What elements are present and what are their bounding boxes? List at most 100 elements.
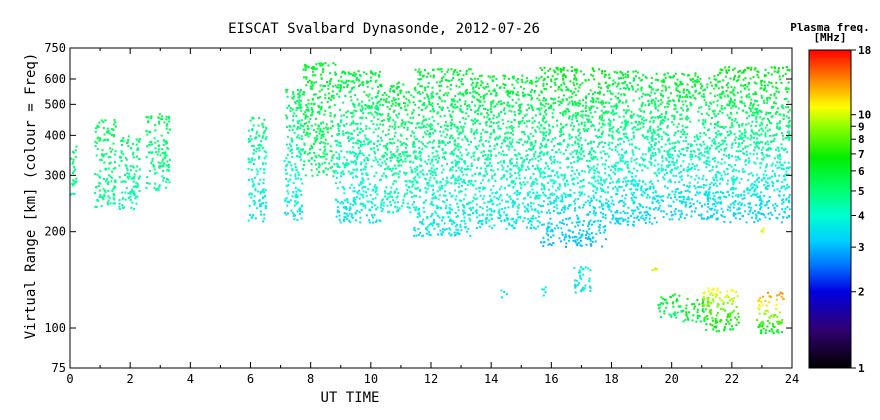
echo-point (617, 201, 620, 204)
echo-point (362, 154, 365, 157)
echo-point (640, 121, 643, 124)
echo-point (527, 221, 530, 224)
echo-point (653, 131, 655, 134)
echo-point (552, 125, 555, 128)
echo-point (443, 141, 446, 144)
echo-point (650, 180, 653, 183)
echo-point (465, 69, 468, 72)
echo-point (248, 161, 251, 164)
echo-point (98, 139, 101, 142)
echo-point (530, 223, 533, 226)
echo-point (509, 136, 512, 139)
echo-point (668, 156, 671, 159)
echo-point (559, 130, 561, 133)
echo-point (582, 150, 585, 153)
echo-point (523, 205, 526, 208)
echo-point (702, 174, 705, 177)
echo-point (256, 173, 259, 176)
echo-point (147, 151, 150, 154)
echo-point (467, 168, 469, 170)
echo-point (413, 234, 415, 237)
echo-point (287, 192, 290, 195)
echo-point (368, 93, 371, 96)
echo-point (251, 215, 254, 218)
echo-point (405, 91, 408, 94)
echo-point (516, 93, 519, 96)
echo-point (555, 77, 558, 80)
echo-point (571, 69, 573, 72)
echo-point (410, 169, 413, 172)
echo-point (698, 201, 701, 204)
echo-point (695, 89, 698, 92)
echo-point (501, 199, 504, 202)
echo-point (578, 99, 581, 102)
echo-point (593, 210, 596, 213)
echo-point (294, 102, 297, 105)
echo-point (509, 159, 512, 162)
echo-point (261, 136, 264, 139)
echo-point (461, 138, 464, 141)
echo-point (505, 126, 508, 129)
echo-point (320, 122, 323, 125)
echo-point (642, 159, 645, 162)
echo-point (563, 176, 566, 179)
echo-point (113, 153, 116, 156)
echo-point (516, 198, 519, 201)
echo-point (709, 101, 712, 104)
echo-point (674, 190, 677, 193)
echo-point (449, 203, 452, 206)
echo-point (614, 104, 617, 107)
echo-point (675, 188, 678, 191)
echo-point (639, 211, 642, 214)
echo-point (423, 119, 425, 122)
echo-point (99, 196, 102, 198)
echo-point (417, 70, 420, 73)
echo-point (619, 100, 621, 103)
echo-point (507, 148, 510, 151)
echo-point (396, 87, 399, 90)
echo-point (530, 98, 533, 101)
echo-point (493, 105, 496, 108)
echo-point (668, 75, 671, 78)
echo-point (436, 190, 439, 193)
echo-point (405, 184, 408, 187)
echo-point (535, 194, 538, 197)
echo-point (587, 199, 590, 202)
echo-point (595, 233, 598, 236)
echo-point (347, 137, 350, 140)
echo-point (421, 173, 424, 175)
echo-point (340, 85, 342, 88)
echo-point (379, 206, 382, 209)
echo-point (408, 101, 411, 104)
echo-point (314, 74, 317, 77)
echo-point (374, 80, 377, 83)
echo-point (125, 167, 128, 170)
echo-point (426, 93, 428, 96)
echo-point (548, 226, 551, 229)
echo-point (425, 199, 428, 202)
echo-point (426, 123, 429, 126)
echo-point (518, 121, 520, 124)
echo-point (329, 112, 332, 114)
echo-point (385, 186, 388, 189)
echo-point (565, 149, 567, 152)
echo-point (304, 114, 307, 117)
echo-point (551, 116, 554, 119)
echo-point (378, 70, 381, 73)
echo-point (597, 219, 600, 222)
echo-point (495, 122, 498, 124)
echo-point (436, 223, 439, 226)
echo-point (436, 92, 439, 95)
echo-point (129, 199, 132, 201)
echo-point (574, 202, 576, 205)
echo-point (572, 183, 575, 186)
echo-point (414, 138, 417, 141)
echo-point (362, 196, 365, 199)
echo-point (707, 206, 710, 209)
echo-point (297, 122, 300, 125)
echo-point (546, 151, 549, 154)
echo-point (255, 168, 258, 171)
echo-point (133, 207, 135, 210)
echo-point (131, 188, 134, 191)
echo-point (337, 200, 339, 203)
